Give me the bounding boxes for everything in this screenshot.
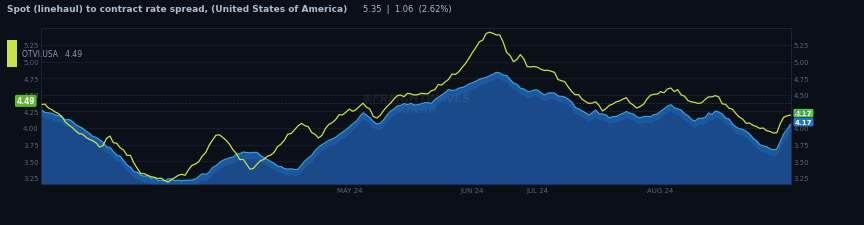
Text: 4.49: 4.49 (16, 97, 35, 106)
Text: OTVI.USA   4.49: OTVI.USA 4.49 (22, 50, 82, 58)
Text: 4.17: 4.17 (795, 120, 812, 126)
Text: Spot (linehaul) to contract rate spread, (United States of America): Spot (linehaul) to contract rate spread,… (7, 4, 347, 13)
Text: ®FREIGHTWAVES
SONAR: ®FREIGHTWAVES SONAR (361, 93, 471, 115)
Text: 4.17: 4.17 (795, 111, 812, 117)
Text: 5.35  |  1.06  (2.62%): 5.35 | 1.06 (2.62%) (363, 4, 452, 13)
